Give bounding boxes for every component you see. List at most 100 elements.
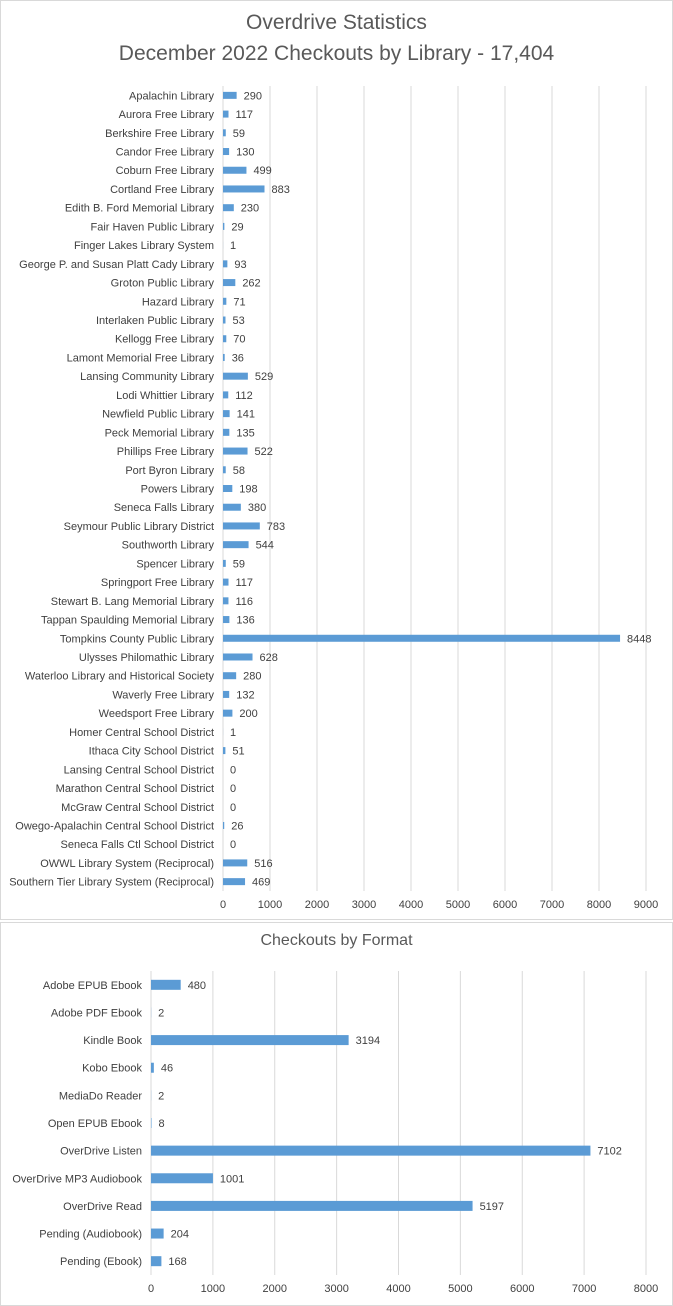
data-label: 230: [241, 203, 259, 215]
bar: [223, 335, 227, 343]
data-label: 204: [171, 1229, 189, 1241]
bar: [223, 391, 229, 399]
x-tick-label: 8000: [634, 1283, 658, 1295]
data-label: 59: [233, 558, 245, 570]
category-label: Spencer Library: [136, 558, 214, 570]
data-label: 117: [235, 109, 253, 121]
bar: [223, 91, 237, 99]
x-tick-label: 4000: [399, 899, 423, 911]
category-label: Waverly Free Library: [112, 689, 214, 701]
x-tick-label: 8000: [587, 899, 611, 911]
bar: [223, 279, 236, 287]
bar: [223, 129, 226, 137]
data-label: 529: [255, 371, 273, 383]
bar: [151, 979, 181, 990]
bar: [223, 634, 621, 642]
category-label: Phillips Free Library: [117, 446, 215, 458]
category-label: OWWL Library System (Reciprocal): [40, 858, 214, 870]
category-label: Powers Library: [141, 484, 215, 496]
category-label: Seneca Falls Ctl School District: [61, 839, 214, 851]
bar: [223, 559, 226, 567]
bar: [151, 1035, 349, 1046]
category-label: Fair Haven Public Library: [91, 221, 215, 233]
bar: [223, 466, 226, 474]
bar: [151, 1173, 213, 1184]
category-label: Candor Free Library: [116, 147, 215, 159]
data-label: 71: [233, 296, 245, 308]
data-label: 59: [233, 128, 245, 140]
category-label: Pending (Audiobook): [39, 1229, 142, 1241]
bar: [223, 485, 233, 492]
data-label: 130: [236, 147, 254, 159]
x-tick-label: 3000: [324, 1283, 348, 1295]
data-label: 480: [188, 980, 206, 992]
data-label: 117: [235, 577, 253, 589]
category-label: Berkshire Free Library: [105, 128, 214, 140]
bar: [223, 353, 225, 361]
category-label: George P. and Susan Platt Cady Library: [19, 259, 214, 271]
data-label: 516: [254, 858, 272, 870]
category-label: Ulysses Philomathic Library: [79, 652, 215, 664]
data-label: 0: [230, 839, 236, 851]
data-label: 168: [168, 1256, 186, 1268]
data-label: 544: [256, 540, 274, 552]
bar: [223, 522, 260, 530]
bar: [223, 821, 225, 829]
x-tick-label: 5000: [446, 899, 470, 911]
category-label: Hazard Library: [142, 296, 215, 308]
data-label: 53: [232, 315, 244, 327]
x-tick-label: 0: [148, 1283, 154, 1295]
data-label: 132: [236, 689, 254, 701]
x-tick-label: 7000: [540, 899, 564, 911]
data-label: 26: [231, 820, 243, 832]
data-label: 628: [260, 652, 278, 664]
format-bar-chart: 0 1000 2000 3000 4000 5000 6000 7000 8000 Adobe E…: [12, 971, 658, 1295]
category-label: Southworth Library: [122, 540, 215, 552]
category-label: Pending (Ebook): [60, 1256, 142, 1268]
data-label: 116: [235, 596, 253, 608]
category-label: Marathon Central School District: [56, 783, 214, 795]
chart-title: Overdrive Statistics: [246, 11, 427, 34]
category-label: OverDrive MP3 Audiobook: [12, 1173, 142, 1185]
category-label: Interlaken Public Library: [96, 315, 215, 327]
category-label: Tompkins County Public Library: [60, 633, 215, 645]
data-label: 8448: [627, 633, 651, 645]
category-label: Kellogg Free Library: [115, 334, 215, 346]
bar: [223, 260, 228, 268]
library-bar-chart: 0 1000 2000 3000 4000 5000 6000 7000 8000 9000Apa…: [9, 86, 658, 911]
category-label: Springport Free Library: [101, 577, 215, 589]
category-label: Tappan Spaulding Memorial Library: [41, 615, 215, 627]
data-label: 200: [239, 708, 257, 720]
data-label: 3194: [356, 1035, 380, 1047]
data-label: 2: [158, 1090, 164, 1102]
category-label: Seymour Public Library District: [64, 521, 214, 533]
data-label: 469: [252, 877, 270, 889]
bar: [223, 372, 248, 380]
data-label: 1: [230, 240, 236, 252]
category-label: Weedsport Free Library: [99, 708, 215, 720]
category-label: Lansing Community Library: [80, 371, 214, 383]
category-label: MediaDo Reader: [59, 1090, 142, 1102]
category-label: Ithaca City School District: [89, 746, 214, 758]
bar: [223, 859, 248, 867]
data-label: 290: [244, 90, 262, 102]
category-label: Kindle Book: [83, 1035, 142, 1047]
x-tick-label: 0: [220, 899, 226, 911]
category-label: McGraw Central School District: [61, 802, 214, 814]
x-tick-label: 9000: [634, 899, 658, 911]
data-label: 280: [243, 671, 261, 683]
bar: [151, 1256, 162, 1267]
bar: [223, 222, 225, 230]
data-label: 70: [233, 334, 245, 346]
bar: [223, 297, 227, 305]
data-label: 499: [253, 165, 271, 177]
format-chart-panel: Checkouts by Format 0 1000 2000 3000 4000 500…: [0, 922, 673, 1306]
bar: [223, 148, 230, 156]
category-label: Port Byron Library: [125, 465, 214, 477]
bar: [223, 653, 253, 661]
data-label: 136: [236, 615, 254, 627]
data-label: 58: [233, 465, 245, 477]
bar: [223, 747, 226, 755]
category-label: Kobo Ebook: [82, 1063, 142, 1075]
category-label: Open EPUB Ebook: [48, 1118, 143, 1130]
